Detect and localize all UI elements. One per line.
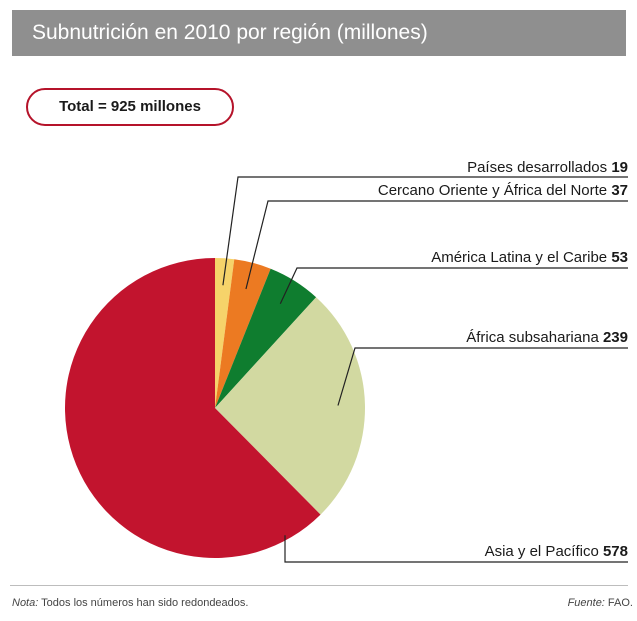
leader-line-paises-desarrollados [222,176,628,286]
slice-label-name: Países desarrollados [467,159,611,176]
note-text: Todos los números han sido redondeados. [38,597,249,609]
footer-note: Nota: Todos los números han sido redonde… [12,597,248,609]
pie-slice-paises-desarrollados [215,258,235,408]
slice-value-label: 578 [603,543,628,560]
slice-label-asia-y-el-pacifico: Asia y el Pacífico 578 [485,543,628,560]
pie-slice-america-latina-y-el-caribe [215,268,317,408]
leader-lines [222,176,628,563]
leader-line-africa-subsahariana [337,347,628,406]
note-prefix: Nota: [12,597,39,609]
leader-line-asia-y-el-pacifico [284,535,628,563]
leader-line-america-latina-y-el-caribe [279,267,628,305]
slice-label-america-latina-y-el-caribe: América Latina y el Caribe 53 [431,249,628,266]
slice-label-cercano-oriente-y-africa-del-norte: Cercano Oriente y África del Norte 37 [378,182,628,199]
slice-label-name: América Latina y el Caribe [431,249,611,266]
total-badge: Total = 925 millones [26,88,234,126]
pie-slices [65,258,365,558]
pie-slice-africa-subsahariana [215,297,365,515]
leader-line-cercano-oriente-y-africa-del-norte [245,200,628,290]
slice-label-africa-subsahariana: África subsahariana 239 [466,329,628,346]
slice-label-name: África subsahariana [466,329,603,346]
slice-value-label: 239 [603,329,628,346]
slice-value-label: 37 [611,182,628,199]
chart-title: Subnutrición en 2010 por región (millone… [12,10,626,56]
footer-divider [10,585,628,586]
footer-source: Fuente: FAO. [568,597,633,609]
slice-value-label: 53 [611,249,628,266]
slice-value-label: 19 [611,159,628,176]
source-text: FAO. [604,597,633,609]
source-prefix: Fuente: [567,597,605,609]
slice-label-name: Asia y el Pacífico [485,543,603,560]
slice-label-paises-desarrollados: Países desarrollados 19 [467,159,628,176]
slice-label-name: Cercano Oriente y África del Norte [378,182,611,199]
pie-slice-cercano-oriente-y-africa-del-norte [215,259,271,408]
pie-slice-asia-y-el-pacifico [65,258,321,558]
